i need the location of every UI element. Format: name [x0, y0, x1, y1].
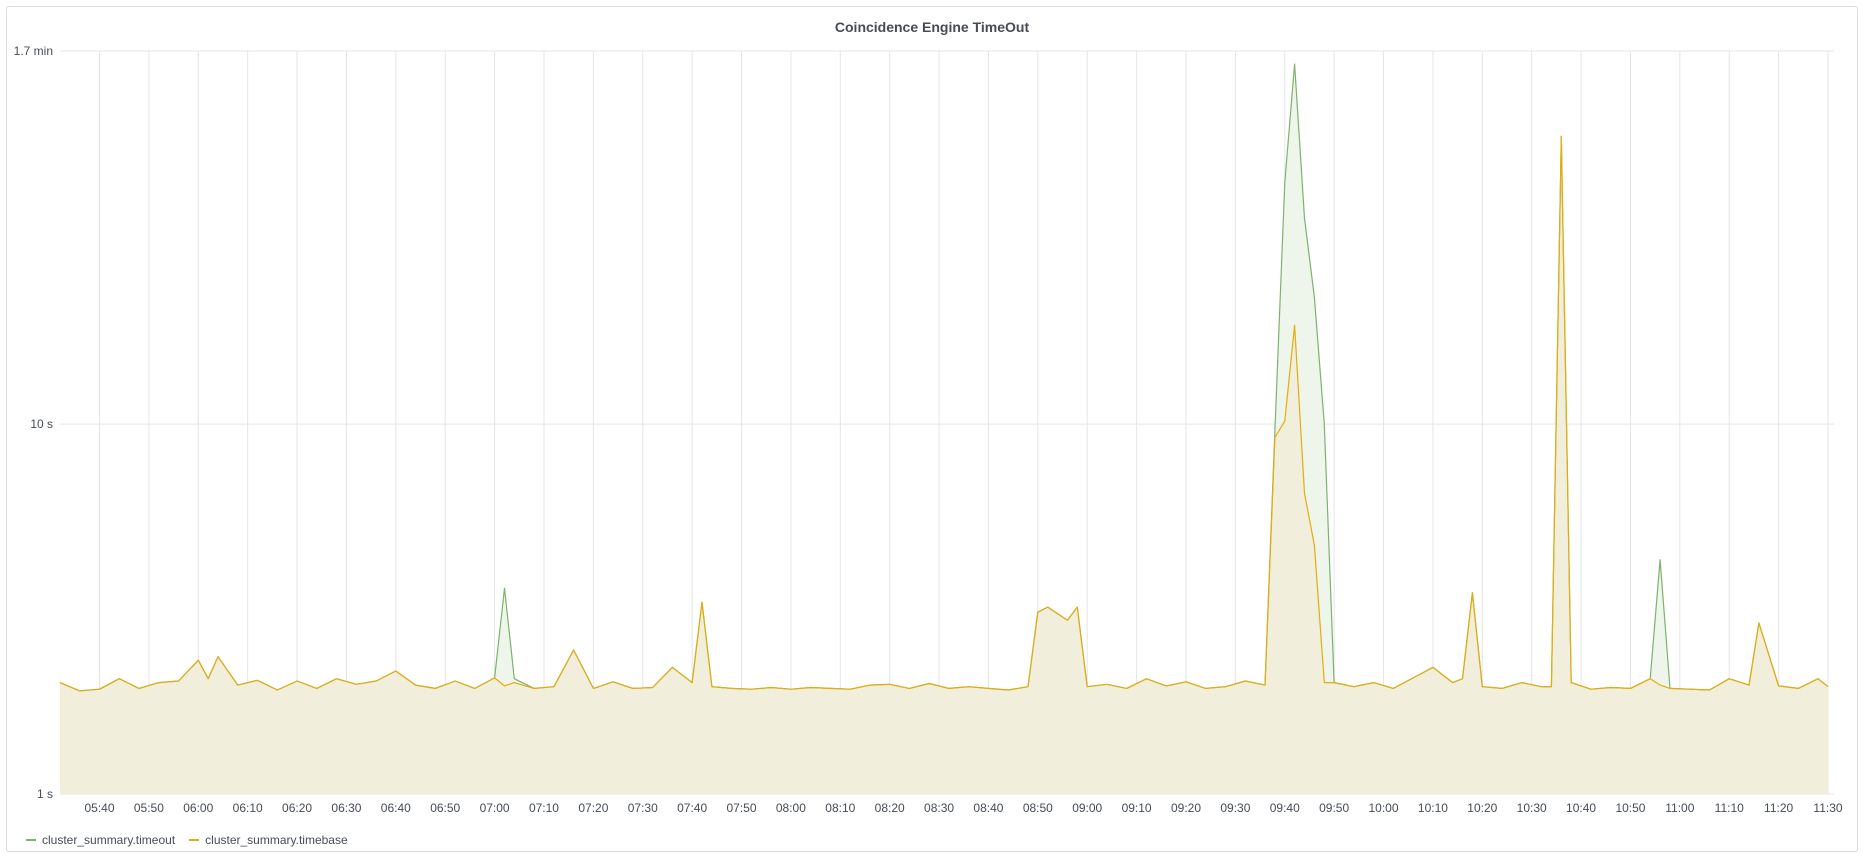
series-area-timebase: [60, 136, 1828, 794]
legend-item-timebase[interactable]: cluster_summary.timebase: [189, 833, 348, 847]
x-tick-label: 11:30: [1813, 801, 1842, 815]
x-tick-label: 09:10: [1122, 801, 1152, 815]
legend-label-timeout: cluster_summary.timeout: [42, 833, 176, 847]
x-tick-label: 09:40: [1270, 801, 1300, 815]
x-tick-label: 10:30: [1517, 801, 1547, 815]
x-tick-label: 06:00: [183, 801, 213, 815]
axis-layer: 1 s 10 s 1.7 min 05:40 05:50 06:00 06:10 06:20 0…: [14, 44, 1843, 815]
legend-swatch-timebase: [189, 839, 200, 841]
x-tick-label: 08:20: [875, 801, 905, 815]
x-tick-label: 08:40: [973, 801, 1003, 815]
y-tick-label: 10 s: [30, 417, 53, 431]
x-tick-label: 10:00: [1369, 801, 1399, 815]
x-tick-label: 06:30: [331, 801, 361, 815]
x-tick-label: 10:40: [1566, 801, 1596, 815]
x-tick-label: 05:40: [84, 801, 114, 815]
x-tick-label: 08:00: [776, 801, 806, 815]
x-tick-label: 07:10: [529, 801, 559, 815]
x-tick-label: 07:50: [727, 801, 757, 815]
x-tick-label: 06:20: [282, 801, 312, 815]
x-tick-label: 10:20: [1467, 801, 1497, 815]
x-tick-label: 08:50: [1023, 801, 1053, 815]
x-tick-label: 08:10: [825, 801, 855, 815]
series-line-timebase: [59, 135, 1829, 692]
panel-title[interactable]: Coincidence Engine TimeOut: [834, 19, 1030, 35]
legend-swatch-timeout: [26, 839, 36, 841]
x-tick-label: 09:20: [1171, 801, 1201, 815]
x-tick-label: 11:00: [1665, 801, 1694, 815]
legend-label-timebase: cluster_summary.timebase: [205, 833, 348, 847]
x-tick-label: 07:30: [628, 801, 658, 815]
x-tick-label: 09:00: [1072, 801, 1102, 815]
x-tick-label: 10:50: [1615, 801, 1645, 815]
x-tick-label: 07:00: [480, 801, 510, 815]
x-tick-label: 06:40: [381, 801, 411, 815]
x-tick-label: 11:10: [1715, 801, 1744, 815]
x-tick-label: 11:20: [1764, 801, 1793, 815]
x-tick-label: 07:40: [677, 801, 707, 815]
x-tick-label: 06:10: [233, 801, 263, 815]
x-tick-label: 08:30: [924, 801, 954, 815]
x-tick-label: 09:30: [1220, 801, 1250, 815]
x-tick-label: 07:20: [578, 801, 608, 815]
x-tick-label: 10:10: [1418, 801, 1448, 815]
x-tick-label: 09:50: [1319, 801, 1349, 815]
line-layer: [59, 63, 1829, 692]
legend: cluster_summary.timeout cluster_summary.…: [26, 833, 348, 847]
y-tick-label: 1 s: [37, 787, 53, 801]
x-tick-label: 06:50: [430, 801, 460, 815]
y-tick-label: 1.7 min: [14, 44, 53, 58]
legend-item-timeout[interactable]: cluster_summary.timeout: [26, 833, 175, 847]
x-tick-label: 05:50: [134, 801, 164, 815]
